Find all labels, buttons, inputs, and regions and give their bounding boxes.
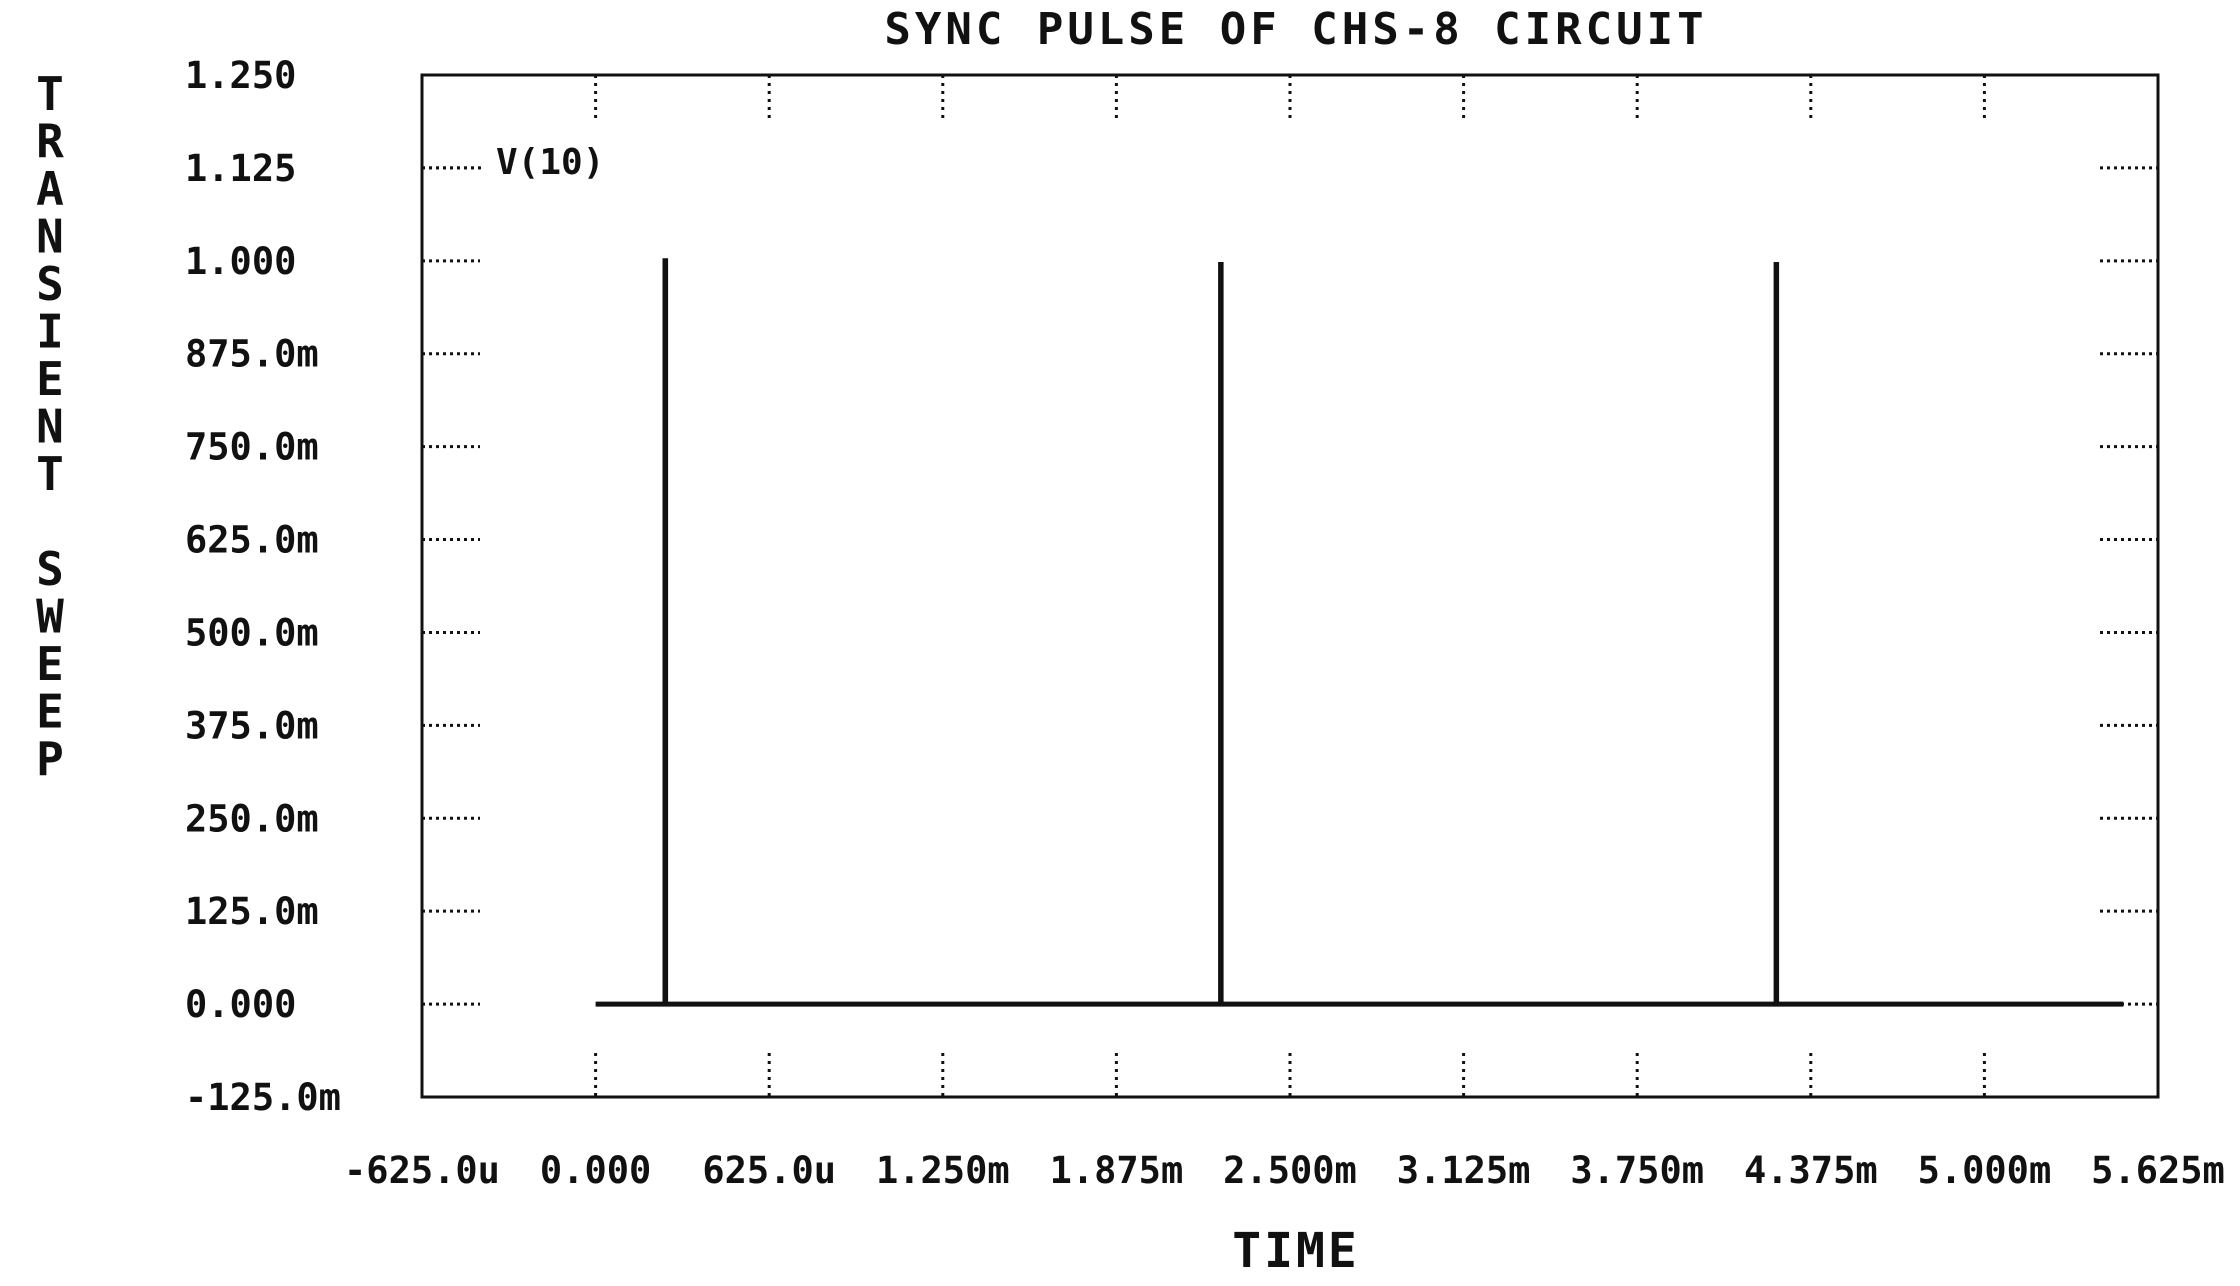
y-axis-label-char: P (36, 732, 64, 786)
y-axis-label-char: S (36, 542, 64, 596)
y-axis-label-char: T (36, 67, 64, 121)
y-tick-label: 1.125 (185, 147, 296, 190)
y-axis-label-char: E (36, 685, 64, 739)
y-tick-label: 875.0m (185, 333, 319, 376)
y-tick-label: 250.0m (185, 797, 319, 840)
y-tick-label: 0.000 (185, 983, 296, 1026)
x-tick-label: 5.000m (1918, 1149, 2052, 1192)
x-tick-label: 0.000 (540, 1149, 651, 1192)
y-axis-label-char: W (36, 590, 64, 644)
y-tick-label: 500.0m (185, 611, 319, 654)
y-tick-label: 750.0m (185, 426, 319, 469)
y-axis-label-char: E (36, 352, 64, 406)
y-tick-label: 375.0m (185, 704, 319, 747)
x-tick-label: 625.0u (702, 1149, 836, 1192)
x-tick-label: 3.125m (1397, 1149, 1531, 1192)
y-axis-label-char: I (36, 305, 64, 359)
y-tick-label: 1.000 (185, 240, 296, 283)
series-group (422, 166, 2124, 1007)
x-tick-label: 3.750m (1570, 1149, 1704, 1192)
x-tick-label: 5.625m (2091, 1149, 2225, 1192)
y-tick-label: 125.0m (185, 890, 319, 933)
series-label-v10: V(10) (496, 142, 604, 183)
y-axis-label-char: N (36, 400, 64, 454)
y-axis-label-char: E (36, 637, 64, 691)
x-tick-label: 1.250m (876, 1149, 1010, 1192)
y-axis-label-char: R (36, 115, 64, 169)
x-tick-labels: -625.0u 0.000 625.0u 1.250m 1.875m 2.500m 3.12… (344, 1149, 2225, 1192)
y-tick-labels: 1.250 1.125 1.000 875.0m 750.0m 625.0m 500.0m 3… (185, 54, 341, 1119)
y-axis-label-char: N (36, 210, 64, 264)
x-tick-label: 1.875m (1050, 1149, 1184, 1192)
y-tick-label: 625.0m (185, 519, 319, 562)
y-axis-label-char: T (36, 447, 64, 501)
y-tick-label: -125.0m (185, 1076, 341, 1119)
series-line-v10 (595, 258, 2124, 1007)
plot-frame (420, 73, 2160, 1099)
y-axis-ticks (422, 166, 2158, 1006)
x-tick-label: -625.0u (344, 1149, 500, 1192)
x-axis-label: TIME (1232, 1223, 1360, 1279)
y-axis-label-char: A (36, 162, 64, 216)
y-tick-label: 1.250 (185, 54, 296, 97)
chart-title: SYNC PULSE OF CHS-8 CIRCUIT (884, 4, 1707, 55)
x-tick-label: 4.375m (1744, 1149, 1878, 1192)
y-axis-label-char: S (36, 257, 64, 311)
x-tick-label: 2.500m (1223, 1149, 1357, 1192)
